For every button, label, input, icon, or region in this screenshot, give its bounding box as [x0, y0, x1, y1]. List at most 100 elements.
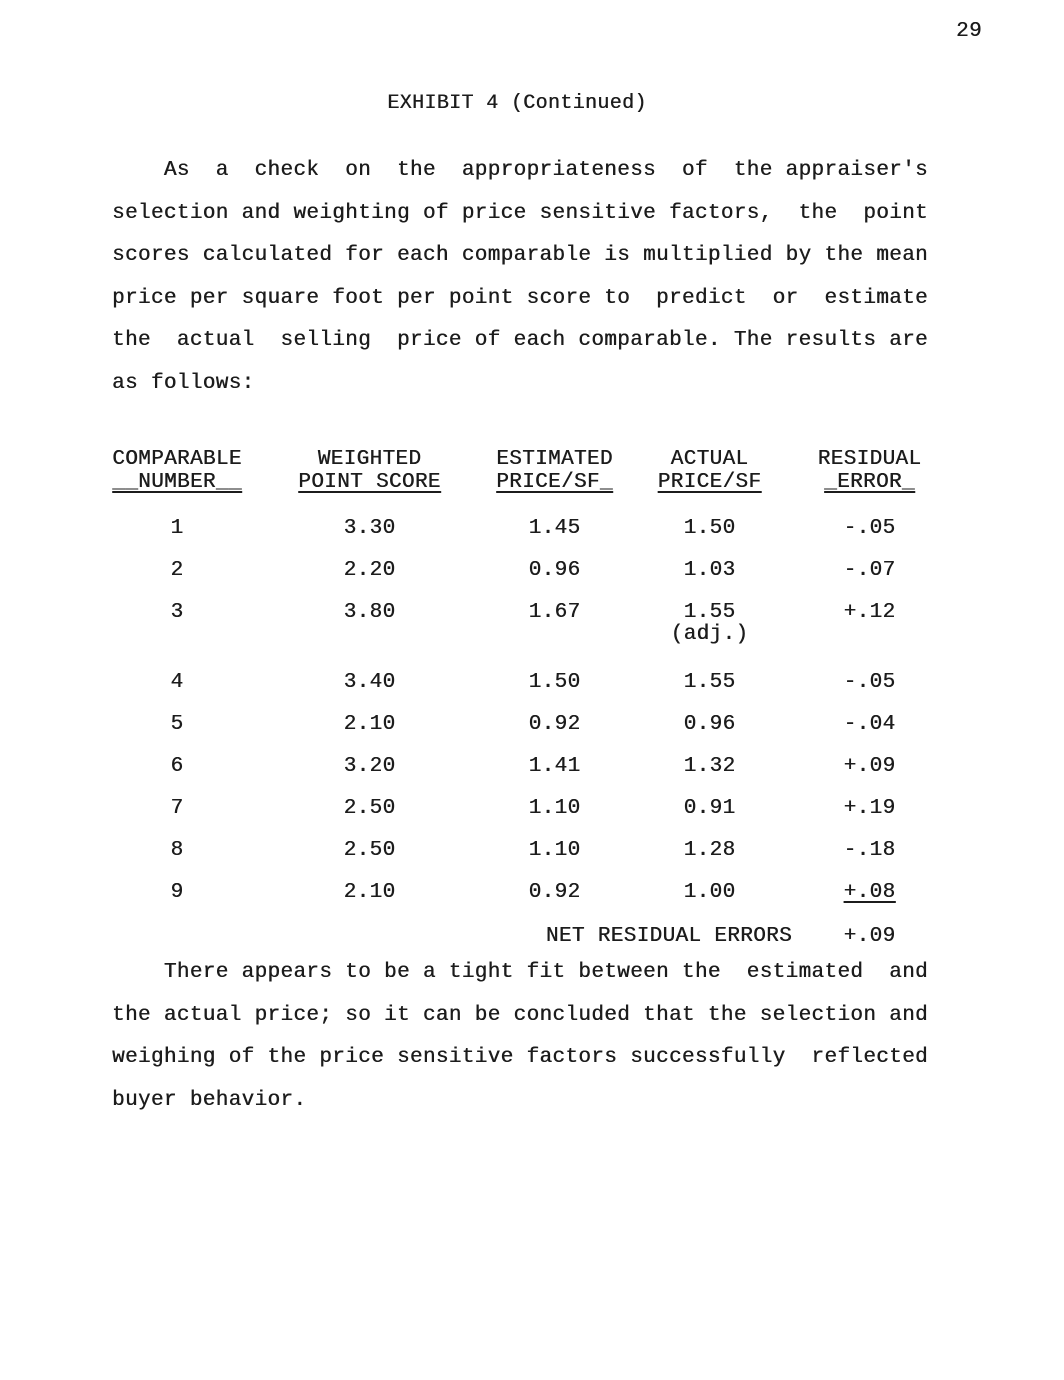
header-cell: ESTIMATED PRICE/SF_ [482, 448, 627, 494]
header-line-1: ACTUAL [670, 448, 749, 471]
cell-comparable-number: 3 [170, 601, 184, 624]
paragraph-line: as follows: [112, 371, 255, 395]
paragraph-line: weighing of the price sensitive factors … [112, 1046, 928, 1069]
header-line-2: _ERROR_ [824, 471, 915, 494]
header-line-1: ESTIMATED [496, 448, 613, 471]
exhibit-title: EXHIBIT 4 (Continued) [387, 92, 647, 115]
cell-estimated-price-sf: 0.92 [528, 881, 581, 904]
actual-price-value: 1.50 [683, 517, 736, 540]
cell-comparable-number: 5 [170, 713, 184, 736]
paragraph-line: the actual selling price of each compara… [112, 329, 928, 352]
cell-comparable-number: 6 [170, 755, 184, 778]
cell-residual-error: -.05 [792, 518, 947, 540]
intro-paragraph: As a check on the appropriateness of the… [112, 150, 962, 405]
header-line-2: PRICE/SF [657, 471, 762, 494]
table-row: 1 3.30 1.45 1.50 -.05 [97, 518, 957, 560]
cell-estimated-price-sf: 1.50 [528, 671, 581, 694]
cell-weighted-point-score: 2.50 [343, 797, 396, 820]
cell-actual-price-sf: 0.91 [627, 798, 792, 820]
paragraph-line: the actual price; so it can be concluded… [112, 1003, 928, 1027]
header-cell: WEIGHTED POINT SCORE [257, 448, 482, 494]
header-line-2: PRICE/SF_ [496, 471, 613, 494]
cell-estimated-price-sf: 1.41 [528, 755, 581, 778]
cell-weighted-point-score: 3.40 [343, 671, 396, 694]
cell-actual-price-sf: 1.00 [627, 882, 792, 904]
cell-weighted-point-score: 3.20 [343, 755, 396, 778]
cell-residual-error: -.04 [792, 714, 947, 736]
cell-residual-error: -.18 [792, 840, 947, 862]
table-row: 4 3.40 1.50 1.55 -.05 [97, 672, 957, 714]
header-line-2: __NUMBER__ [112, 471, 242, 494]
paragraph-line: There appears to be a tight fit between … [112, 961, 928, 984]
net-residual-errors-label: NET RESIDUAL ERRORS [545, 925, 792, 948]
residual-error-value: -.04 [843, 713, 896, 736]
header-cell: COMPARABLE __NUMBER__ [97, 448, 257, 494]
header-line-1: RESIDUAL [817, 448, 922, 471]
cell-weighted-point-score: 2.10 [343, 881, 396, 904]
paragraph-line: price per square foot per point score to… [112, 286, 928, 310]
table-row: 5 2.10 0.92 0.96 -.04 [97, 714, 957, 756]
table-body: 1 3.30 1.45 1.50 -.05 2 2.20 0.96 1.03 -.07 3 3.80 1… [97, 518, 957, 924]
table-row: 8 2.50 1.10 1.28 -.18 [97, 840, 957, 882]
actual-price-value: 0.91 [683, 797, 736, 820]
residual-error-value: +.09 [843, 755, 896, 778]
cell-actual-price-sf: 1.32 [627, 756, 792, 778]
paragraph-line: As a check on the appropriateness of the… [112, 159, 928, 182]
cell-residual-error: -.07 [792, 560, 947, 582]
cell-actual-price-sf: 1.28 [627, 840, 792, 862]
residual-error-value: +.08 [843, 881, 896, 904]
header-line-1: COMPARABLE [112, 448, 242, 471]
cell-actual-price-sf: 1.55 [627, 672, 792, 694]
cell-comparable-number: 4 [170, 671, 184, 694]
residual-error-value: -.05 [843, 517, 896, 540]
cell-estimated-price-sf: 0.96 [528, 559, 581, 582]
cell-estimated-price-sf: 0.92 [528, 713, 581, 736]
paragraph-line: buyer behavior. [112, 1088, 307, 1112]
actual-price-value: 1.55 [683, 671, 736, 694]
net-residual-errors-line: NET RESIDUAL ERRORS +.09 [97, 926, 947, 948]
conclusion-paragraph: There appears to be a tight fit between … [112, 952, 962, 1122]
comparables-table: COMPARABLE __NUMBER__ WEIGHTED POINT SCORE E… [97, 448, 957, 924]
cell-actual-price-sf: 1.03 [627, 560, 792, 582]
cell-comparable-number: 7 [170, 797, 184, 820]
cell-residual-error: +.09 [792, 756, 947, 778]
residual-error-value: -.18 [843, 839, 896, 862]
actual-price-value: 1.28 [683, 839, 736, 862]
cell-estimated-price-sf: 1.67 [528, 601, 581, 624]
header-line-2: POINT SCORE [298, 471, 441, 494]
actual-price-value: 1.32 [683, 755, 736, 778]
residual-error-value: -.05 [843, 671, 896, 694]
cell-actual-price-sf: 1.55 (adj.) [627, 602, 792, 646]
cell-weighted-point-score: 3.30 [343, 517, 396, 540]
cell-actual-price-sf: 1.50 [627, 518, 792, 540]
paragraph-line: scores calculated for each comparable is… [112, 244, 928, 267]
actual-price-value: 0.96 [683, 713, 736, 736]
table-row: 6 3.20 1.41 1.32 +.09 [97, 756, 957, 798]
cell-comparable-number: 1 [170, 517, 184, 540]
net-residual-errors-value: +.09 [843, 925, 896, 948]
cell-comparable-number: 2 [170, 559, 184, 582]
cell-comparable-number: 8 [170, 839, 184, 862]
page-number: 29 [956, 20, 982, 43]
residual-error-value: +.12 [843, 601, 896, 624]
cell-actual-price-sf: 0.96 [627, 714, 792, 736]
table-header-row: COMPARABLE __NUMBER__ WEIGHTED POINT SCORE E… [97, 448, 957, 494]
header-cell: ACTUAL PRICE/SF [627, 448, 792, 494]
table-row: 7 2.50 1.10 0.91 +.19 [97, 798, 957, 840]
actual-price-note: (adj.) [670, 623, 749, 646]
header-cell: RESIDUAL _ERROR_ [792, 448, 947, 494]
cell-estimated-price-sf: 1.10 [528, 797, 581, 820]
table-row: 9 2.10 0.92 1.00 +.08 [97, 882, 957, 924]
table-row: 2 2.20 0.96 1.03 -.07 [97, 560, 957, 602]
residual-error-value: +.19 [843, 797, 896, 820]
actual-price-value: 1.03 [683, 559, 736, 582]
cell-weighted-point-score: 2.50 [343, 839, 396, 862]
cell-comparable-number: 9 [170, 881, 184, 904]
actual-price-value: 1.00 [683, 881, 736, 904]
cell-residual-error: +.08 [792, 882, 947, 904]
actual-price-value: 1.55 [683, 601, 736, 624]
cell-residual-error: -.05 [792, 672, 947, 694]
header-line-1: WEIGHTED [317, 448, 422, 471]
cell-weighted-point-score: 2.20 [343, 559, 396, 582]
